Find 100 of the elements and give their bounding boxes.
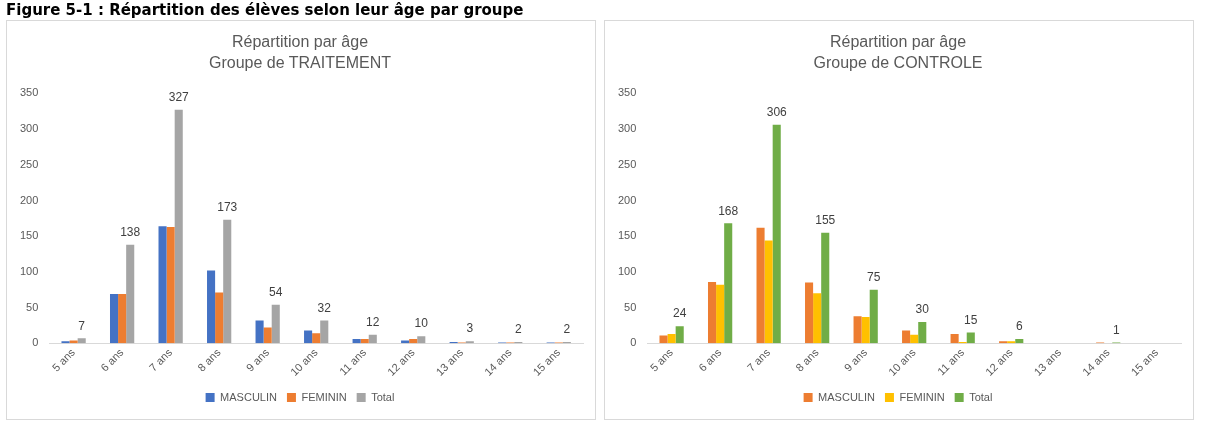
x-tick-label: 9 ans	[243, 345, 272, 374]
bar	[304, 330, 313, 344]
chart-subtitle: Groupe de TRAITEMENT	[209, 54, 392, 72]
data-label: 10	[414, 316, 429, 331]
y-tick-label: 100	[19, 264, 39, 277]
x-tick-label: 11 ans	[336, 345, 369, 378]
bar	[352, 339, 361, 344]
legend-label: FEMININ	[301, 390, 347, 403]
x-tick-label: 13 ans	[433, 345, 466, 378]
bar	[223, 219, 232, 344]
data-label: 7	[78, 318, 86, 333]
bar	[417, 336, 426, 344]
bar	[902, 330, 911, 344]
bar	[756, 227, 765, 344]
bar	[215, 292, 224, 344]
bar	[409, 339, 418, 344]
x-tick-label: 13 ans	[1031, 345, 1064, 378]
x-tick-label: 15 ans	[530, 345, 563, 378]
legend-label: FEMININ	[899, 390, 945, 403]
data-label: 327	[168, 90, 190, 105]
bar	[465, 341, 474, 344]
data-label: 2	[563, 322, 571, 337]
bar	[918, 321, 927, 344]
bar	[61, 341, 70, 344]
x-tick-label: 5 ans	[647, 345, 676, 374]
data-label: 3	[466, 321, 474, 336]
bar	[813, 293, 822, 344]
y-tick-label: 0	[630, 336, 637, 349]
bar	[312, 333, 321, 344]
bar	[950, 334, 959, 344]
x-tick-label: 7 ans	[744, 345, 773, 374]
x-tick-label: 10 ans	[885, 345, 919, 378]
bar	[360, 339, 369, 344]
bar	[255, 320, 264, 344]
x-tick-label: 5 ans	[49, 345, 78, 374]
bar	[667, 334, 676, 344]
data-label: 155	[815, 212, 836, 227]
y-tick-label: 0	[32, 336, 39, 349]
x-tick-label: 8 ans	[793, 345, 822, 374]
legend-label: Total	[969, 390, 993, 403]
bar	[263, 327, 272, 344]
data-label: 306	[766, 105, 788, 120]
x-tick-label: 14 ans	[481, 345, 515, 378]
data-label: 54	[269, 285, 283, 300]
x-tick-label: 11 ans	[934, 345, 967, 378]
bar	[805, 282, 814, 344]
y-tick-label: 200	[19, 193, 39, 206]
chart-title: Répartition par âge	[231, 33, 369, 51]
y-tick-label: 200	[617, 193, 637, 206]
y-tick-label: 100	[617, 264, 637, 277]
x-tick-label: 7 ans	[146, 345, 175, 374]
bar	[368, 334, 377, 344]
y-tick-label: 250	[617, 157, 637, 170]
y-tick-label: 50	[624, 300, 637, 313]
legend-label: MASCULIN	[220, 390, 277, 403]
caption: Figure 5-1 : Répartition des élèves selon leur âge par groupe	[6, 1, 524, 19]
bar	[716, 284, 725, 344]
bar	[69, 340, 78, 344]
chart-subtitle: Groupe de CONTROLE	[813, 54, 983, 72]
y-tick-label: 150	[19, 229, 39, 242]
x-tick-label: 12 ans	[384, 345, 418, 378]
bar	[910, 334, 919, 344]
bar	[77, 338, 86, 344]
data-label: 24	[673, 306, 687, 321]
y-tick-label: 250	[19, 157, 39, 170]
y-tick-label: 150	[617, 229, 637, 242]
x-tick-label: 14 ans	[1079, 345, 1113, 378]
x-tick-label: 8 ans	[195, 345, 224, 374]
data-label: 15	[964, 312, 978, 327]
y-tick-label: 300	[19, 122, 39, 135]
data-label: 6	[1015, 319, 1023, 334]
bar	[772, 124, 781, 344]
bar	[821, 232, 830, 344]
data-label: 168	[718, 203, 739, 218]
data-label: 32	[317, 300, 332, 315]
bar	[1015, 339, 1024, 344]
bar	[207, 270, 216, 344]
bar	[118, 294, 127, 344]
y-tick-label: 50	[26, 300, 39, 313]
x-tick-label: 9 ans	[841, 345, 870, 374]
y-tick-label: 300	[617, 122, 637, 135]
bar	[724, 223, 733, 344]
x-tick-label: 12 ans	[982, 345, 1016, 378]
chart-title: Répartition par âge	[829, 33, 967, 51]
x-tick-label: 10 ans	[287, 345, 321, 378]
data-label: 138	[120, 225, 141, 240]
legend-label: MASCULIN	[818, 390, 875, 403]
bar	[764, 240, 773, 344]
y-tick-label: 350	[617, 86, 637, 99]
y-tick-label: 350	[19, 86, 39, 99]
bar	[999, 341, 1008, 344]
data-label: 75	[867, 270, 881, 285]
data-label: 1	[1112, 322, 1120, 337]
x-tick-label: 6 ans	[98, 345, 127, 374]
bar	[966, 332, 975, 344]
data-label: 173	[217, 200, 238, 215]
bar	[675, 326, 684, 344]
bar	[1007, 341, 1016, 344]
bar	[271, 304, 280, 344]
bar	[174, 109, 183, 344]
